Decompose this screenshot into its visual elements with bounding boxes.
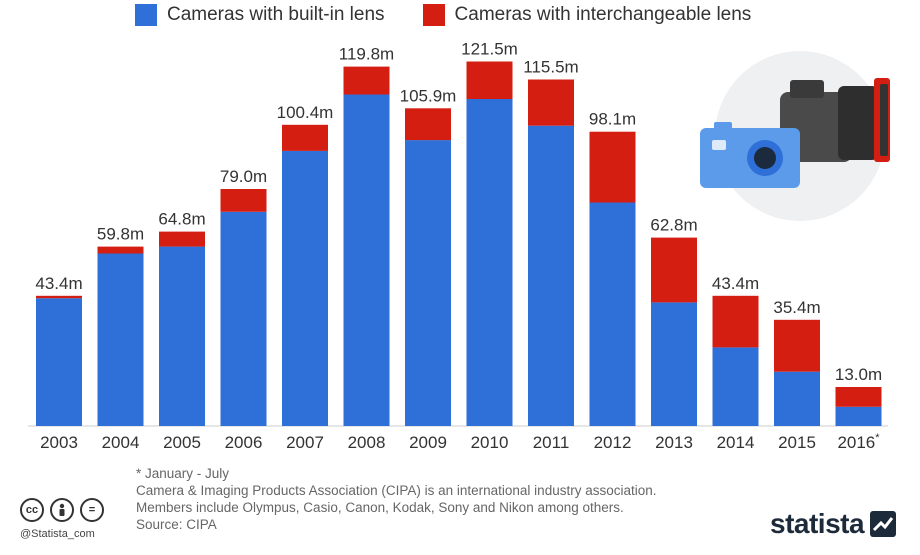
- bar-interchangeable-2008: [343, 66, 390, 95]
- total-label-2012: 98.1m: [589, 110, 636, 129]
- x-tick-label-2007: 2007: [286, 433, 324, 452]
- x-tick-label-2009: 2009: [409, 433, 447, 452]
- footer-description-line-1: Camera & Imaging Products Association (C…: [136, 483, 657, 498]
- labels-layer: 43.4m 2003 59.8m 2004 64.8m 2005 79.0m 2006 100.…: [35, 40, 882, 453]
- bar-interchangeable-2009: [405, 108, 451, 141]
- bar-interchangeable-2005: [159, 231, 205, 247]
- total-label-2016: 13.0m: [835, 365, 882, 384]
- bar-built-in-2008: [343, 94, 390, 426]
- total-label-2008: 119.8m: [339, 45, 394, 64]
- legend-swatch-built-in: [135, 4, 157, 26]
- total-label-2015: 35.4m: [773, 298, 820, 317]
- footnote: * January - July: [136, 466, 230, 481]
- dslr-camera-icon: [780, 78, 890, 162]
- bar-built-in-2016: [835, 406, 882, 426]
- total-label-2004: 59.8m: [97, 225, 144, 244]
- bar-built-in-2009: [405, 140, 451, 426]
- x-tick-label-2011: 2011: [533, 433, 570, 452]
- total-label-2011: 115.5m: [523, 58, 578, 77]
- legend-label-interchangeable: Cameras with interchangeable lens: [454, 4, 752, 25]
- legend: Cameras with built-in lens Cameras with …: [135, 4, 751, 26]
- creative-commons-icon: cc: [20, 498, 44, 522]
- bar-built-in-2007: [282, 150, 328, 426]
- legend-item-built-in: Cameras with built-in lens: [135, 4, 385, 26]
- compact-camera-icon: [700, 122, 800, 188]
- total-label-2009: 105.9m: [400, 86, 457, 105]
- total-label-2003: 43.4m: [35, 274, 82, 293]
- bar-interchangeable-2011: [528, 79, 574, 126]
- bar-built-in-2005: [159, 246, 205, 426]
- bar-interchangeable-2013: [651, 237, 697, 303]
- no-derivatives-icon: =: [80, 498, 104, 522]
- bar-interchangeable-2012: [589, 131, 636, 203]
- x-tick-label-2003: 2003: [40, 433, 78, 452]
- x-tick-label-2012: 2012: [594, 433, 632, 452]
- bar-interchangeable-2015: [774, 319, 820, 372]
- bar-built-in-2011: [528, 125, 574, 426]
- bar-built-in-2012: [589, 202, 636, 426]
- bars-layer: [36, 61, 882, 426]
- x-tick-label-2013: 2013: [655, 433, 693, 452]
- statista-logo: statista: [770, 508, 897, 540]
- footer-notes: * January - July Camera & Imaging Produc…: [136, 465, 657, 533]
- bar-interchangeable-2007: [282, 124, 328, 151]
- bar-interchangeable-2003: [36, 295, 82, 299]
- x-tick-label-2010: 2010: [471, 433, 509, 452]
- x-tick-label-2005: 2005: [163, 433, 201, 452]
- bar-built-in-2013: [651, 302, 697, 426]
- camera-illustration: [700, 51, 890, 221]
- bar-built-in-2015: [774, 371, 820, 426]
- footer-description-line-2: Members include Olympus, Casio, Canon, K…: [136, 500, 624, 515]
- bar-interchangeable-2016: [835, 387, 882, 407]
- x-tick-label-2014: 2014: [717, 433, 755, 452]
- bar-interchangeable-2014: [712, 295, 759, 348]
- x-tick-label-2006: 2006: [225, 433, 263, 452]
- footer-source: Source: CIPA: [136, 517, 217, 532]
- bar-interchangeable-2010: [466, 61, 513, 99]
- statista-wordmark: statista: [770, 508, 865, 539]
- bar-built-in-2004: [97, 253, 144, 426]
- legend-swatch-interchangeable: [422, 4, 445, 26]
- total-label-2006: 79.0m: [220, 167, 267, 186]
- x-tick-label-2008: 2008: [348, 433, 386, 452]
- statista-logo-icon: [870, 511, 897, 537]
- bar-built-in-2003: [36, 298, 82, 426]
- statista-handle: @Statista_com: [20, 528, 95, 540]
- attribution-person-icon: [50, 498, 74, 522]
- bar-built-in-2014: [712, 347, 759, 426]
- bar-interchangeable-2006: [220, 189, 267, 212]
- legend-item-interchangeable: Cameras with interchangeable lens: [422, 4, 752, 26]
- bar-built-in-2010: [466, 99, 513, 426]
- x-tick-label-2015: 2015: [778, 433, 816, 452]
- bar-interchangeable-2004: [97, 246, 144, 254]
- total-label-2007: 100.4m: [277, 103, 334, 122]
- total-label-2014: 43.4m: [712, 274, 759, 293]
- total-label-2013: 62.8m: [650, 216, 697, 235]
- total-label-2010: 121.5m: [461, 40, 518, 59]
- legend-label-built-in: Cameras with built-in lens: [167, 4, 385, 25]
- bar-built-in-2006: [220, 211, 267, 426]
- x-tick-label-2004: 2004: [102, 433, 140, 452]
- x-tick-label-2016: 2016*: [837, 432, 880, 452]
- license-icons: cc =: [20, 498, 104, 522]
- total-label-2005: 64.8m: [158, 210, 205, 229]
